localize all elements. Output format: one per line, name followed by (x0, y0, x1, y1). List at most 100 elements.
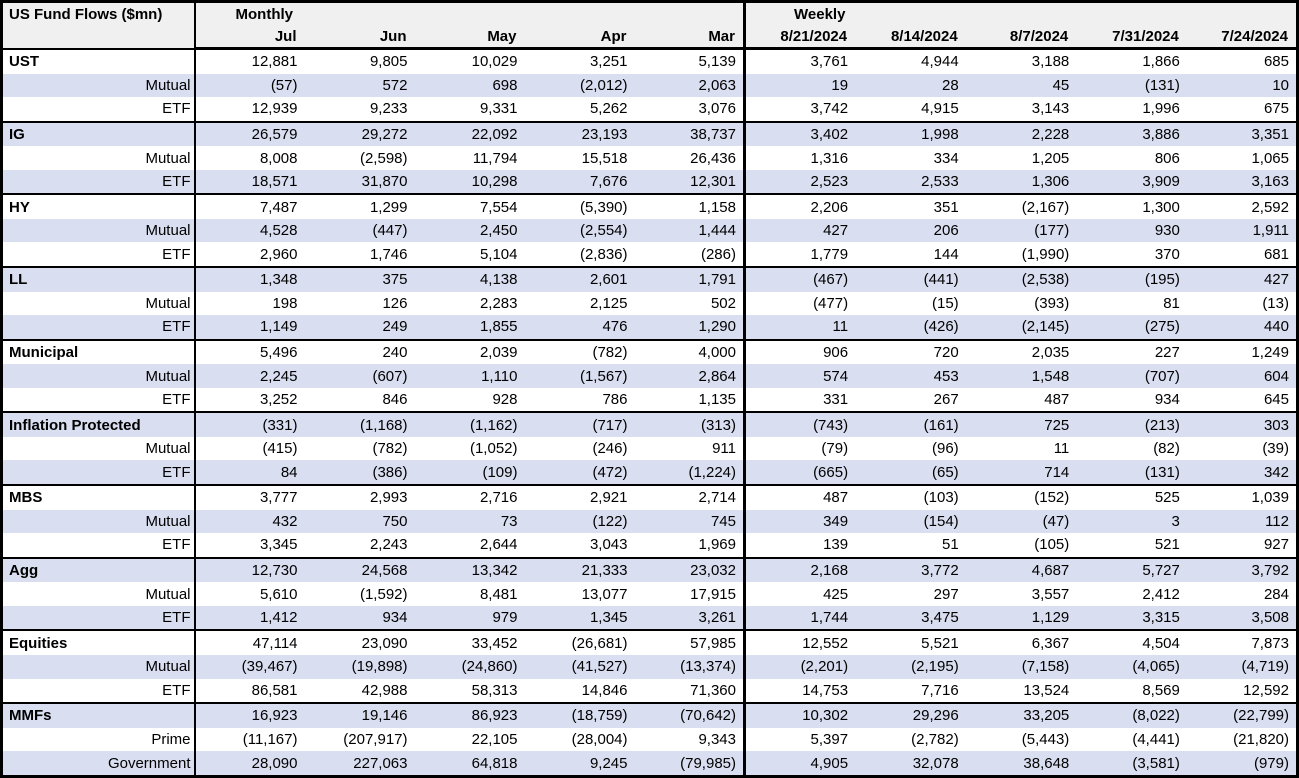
table-cell: 5,496 (194, 338, 305, 365)
table-cell: 7,676 (524, 169, 635, 195)
column-header-week-2: 8/14/2024 (855, 25, 966, 50)
table-cell: 12,939 (251, 100, 298, 118)
table-cell: 5,521 (855, 629, 966, 655)
table-cell: 33,452 (414, 629, 525, 655)
table-cell: (105) (1034, 536, 1070, 554)
table-cell: 2,533 (855, 169, 966, 195)
table-cell: 1,149 (194, 315, 305, 340)
table-cell: 2,523 (743, 169, 856, 195)
table-cell: 38,648 (965, 751, 1077, 777)
table-cell: 3,761 (743, 47, 856, 74)
table-cell: 1,299 (304, 193, 415, 219)
sub-row-label: Mutual (1, 146, 196, 170)
table-cell: 525 (1076, 484, 1187, 510)
category-row-label: UST (1, 47, 196, 74)
sub-row-label: Mutual (1, 364, 196, 388)
category-row-label: Municipal (1, 338, 196, 365)
table-cell: (22,799) (1186, 702, 1298, 728)
table-cell: (13) (1262, 294, 1289, 312)
table-cell: 1,039 (1186, 484, 1298, 510)
table-cell: 2,245 (194, 364, 305, 388)
table-cell: 476 (524, 315, 635, 340)
table-cell: (1,168) (304, 411, 415, 437)
category-row-label: Agg (1, 556, 196, 583)
table-cell: 11 (1053, 440, 1070, 458)
table-cell: 3,251 (524, 47, 635, 74)
table-cell: 4,000 (634, 338, 745, 365)
table-cell: 427 (1186, 266, 1298, 292)
table-cell: 7,716 (921, 681, 959, 699)
table-cell: (7,158) (965, 654, 1077, 679)
table-cell: (1,592) (359, 585, 408, 603)
column-header-week-5: 7/24/2024 (1186, 25, 1298, 50)
table-cell: 4,915 (921, 100, 959, 118)
table-cell: 2,960 (259, 245, 298, 263)
table-cell: 15,518 (581, 149, 628, 167)
table-cell: 9,805 (304, 47, 415, 74)
category-row-label: MBS (1, 484, 196, 510)
table-cell: 1,345 (524, 605, 635, 631)
sub-row-label: Mutual (1, 291, 196, 316)
table-cell: 8,481 (479, 585, 518, 603)
table-cell: 572 (304, 73, 415, 98)
table-cell: 5,262 (589, 100, 628, 118)
table-cell: (2,782) (911, 730, 959, 748)
table-cell: 84 (194, 460, 305, 486)
sub-row-label: Prime (1, 727, 196, 752)
table-cell: 18,571 (194, 169, 305, 195)
table-cell: 502 (710, 294, 736, 312)
table-cell: 2,039 (414, 338, 525, 365)
table-cell: (5,443) (1021, 730, 1070, 748)
table-row: ETF 86,581 42,988 58,313 14,846 71,360 14,753 7… (1, 678, 1298, 704)
sub-row-label: ETF (1, 533, 196, 558)
table-cell: 10,302 (743, 702, 856, 728)
table-cell: 2,063 (634, 73, 745, 98)
table-cell: 3,315 (1076, 605, 1187, 631)
table-cell: 1,855 (414, 315, 525, 340)
table-cell: (15) (932, 294, 959, 312)
table-cell: (8,022) (1076, 702, 1187, 728)
table-cell: 2,243 (369, 536, 408, 554)
table-cell: (109) (414, 460, 525, 486)
table-cell: 1,779 (743, 242, 856, 268)
table-cell: 1,290 (634, 315, 745, 340)
table-cell: 1,744 (743, 605, 856, 631)
category-row-label: HY (1, 193, 196, 219)
table-cell: 750 (304, 509, 415, 534)
sub-row-label: Government (1, 751, 196, 777)
table-cell: 2,283 (479, 294, 518, 312)
column-header-jun: Jun (304, 25, 415, 50)
table-cell: 12,730 (194, 556, 305, 583)
table-row: Mutual (39,467) (19,898) (24,860) (41,527) (1… (1, 654, 1298, 679)
table-cell: 13,342 (414, 556, 525, 583)
table-cell: 685 (1186, 47, 1298, 74)
table-cell: 22,092 (414, 120, 525, 147)
table-cell: 14,846 (581, 681, 628, 699)
table-cell: 112 (1186, 509, 1298, 534)
table-cell: 3,351 (1186, 120, 1298, 147)
table-cell: 42,988 (361, 681, 408, 699)
table-cell: 2,035 (965, 338, 1077, 365)
table-cell: (467) (743, 266, 856, 292)
table-cell: (286) (700, 245, 736, 263)
column-header-week-4: 7/31/2024 (1076, 25, 1187, 50)
table-cell: (979) (1186, 751, 1298, 777)
table-cell: (154) (855, 509, 966, 534)
table-cell: (161) (855, 411, 966, 437)
table-cell: 1,791 (634, 266, 745, 292)
table-cell: (39) (1262, 440, 1289, 458)
table-cell: 11 (743, 315, 856, 340)
table-cell: 206 (855, 218, 966, 243)
table-cell: 2,125 (589, 294, 628, 312)
table-row: Equities 47,114 23,090 33,452 (26,681) 57,985… (1, 629, 1298, 655)
table-cell: 10,029 (414, 47, 525, 74)
table-cell: 71,360 (690, 681, 736, 699)
table-cell: (386) (304, 460, 415, 486)
table-cell: (607) (304, 364, 415, 388)
table-cell: (743) (743, 411, 856, 437)
table-cell: 1,158 (634, 193, 745, 219)
table-cell: 7,554 (414, 193, 525, 219)
table-cell: (246) (592, 440, 628, 458)
table-cell: (131) (1076, 73, 1187, 98)
